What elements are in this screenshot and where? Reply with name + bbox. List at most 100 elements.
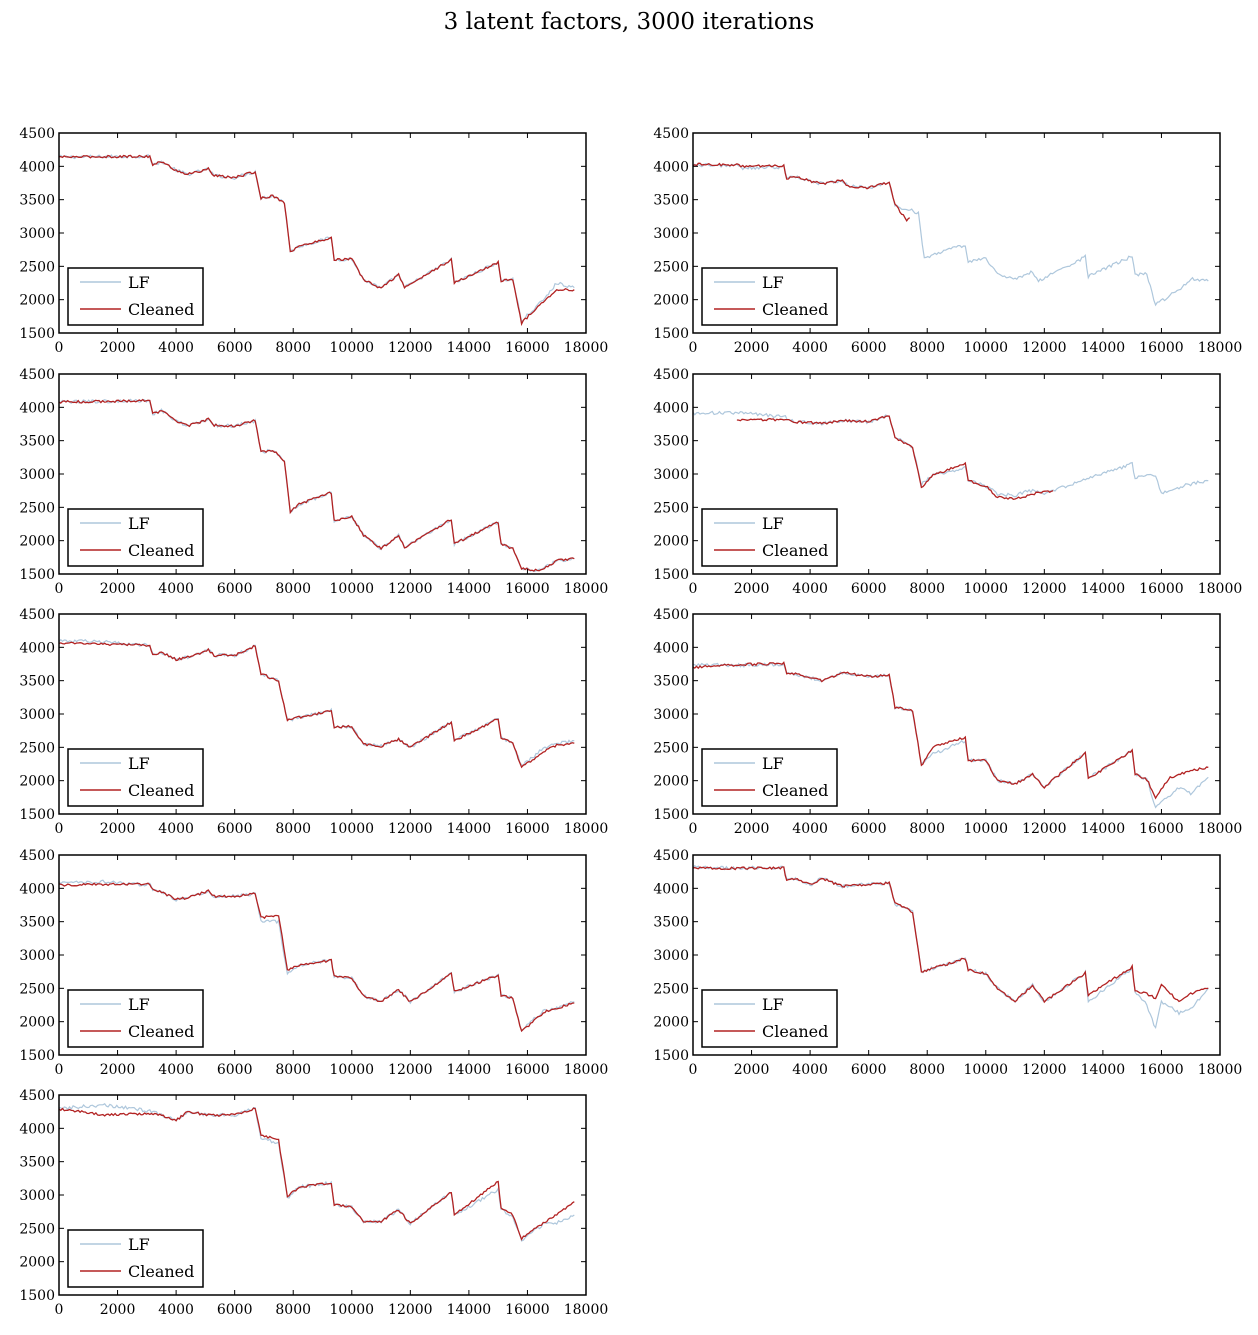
x-tick-label: 8000 <box>275 1302 311 1318</box>
legend-box <box>67 989 204 1048</box>
x-tick-label: 6000 <box>217 340 253 356</box>
legend-label-lf: LF <box>762 995 784 1014</box>
x-tick-label: 0 <box>55 1302 64 1318</box>
figure-title: 3 latent factors, 3000 iterations <box>443 9 815 35</box>
y-tick-label: 3000 <box>19 948 55 964</box>
legend: LF Cleaned <box>701 748 838 807</box>
subplot-4: 0 2000 4000 6000 8000 10000 12000 14000 16000 180… <box>653 367 1242 597</box>
y-tick-label: 3500 <box>19 193 55 209</box>
x-tick-label: 14000 <box>1081 581 1126 597</box>
x-tick-label: 16000 <box>1139 581 1184 597</box>
y-tick-label: 3000 <box>19 467 55 483</box>
subplot-3: 0 2000 4000 6000 8000 10000 12000 14000 16000 180… <box>19 367 608 597</box>
y-tick-label: 1500 <box>653 807 689 823</box>
x-tick-label: 4000 <box>158 1062 194 1078</box>
x-tick-label: 18000 <box>1198 581 1243 597</box>
y-tick-label: 2000 <box>653 534 689 550</box>
legend-label-cleaned: Cleaned <box>128 1262 194 1281</box>
y-tick-label: 4500 <box>653 126 689 142</box>
x-tick-label: 14000 <box>447 340 492 356</box>
legend-box <box>701 989 838 1048</box>
x-tick-label: 14000 <box>1081 1062 1126 1078</box>
x-tick-label: 2000 <box>100 821 136 837</box>
x-tick-label: 18000 <box>564 821 609 837</box>
legend-label-lf: LF <box>128 1235 150 1254</box>
y-tick-label: 3500 <box>653 193 689 209</box>
subplot-6: 0 2000 4000 6000 8000 10000 12000 14000 16000 180… <box>653 607 1242 837</box>
x-tick-label: 0 <box>55 340 64 356</box>
subplot-9: 0 2000 4000 6000 8000 10000 12000 14000 16000 180… <box>19 1088 608 1318</box>
y-tick-label: 4000 <box>19 640 55 656</box>
legend-box <box>67 508 204 567</box>
x-tick-label: 6000 <box>851 1062 887 1078</box>
y-tick-label: 2500 <box>653 259 689 275</box>
x-tick-label: 16000 <box>505 1062 550 1078</box>
x-tick-label: 16000 <box>1139 1062 1184 1078</box>
legend: LF Cleaned <box>701 267 838 326</box>
x-tick-label: 6000 <box>217 821 253 837</box>
legend: LF Cleaned <box>701 989 838 1048</box>
legend: LF Cleaned <box>67 989 204 1048</box>
y-tick-label: 3000 <box>653 226 689 242</box>
x-tick-label: 8000 <box>909 581 945 597</box>
y-tick-label: 4500 <box>653 367 689 383</box>
x-tick-label: 10000 <box>964 1062 1009 1078</box>
x-tick-label: 4000 <box>158 1302 194 1318</box>
x-tick-label: 8000 <box>275 581 311 597</box>
legend-label-lf: LF <box>762 514 784 533</box>
x-tick-label: 12000 <box>1022 1062 1067 1078</box>
series-line-cleaned <box>59 154 575 327</box>
legend: LF Cleaned <box>67 508 204 567</box>
subplot-2: 0 2000 4000 6000 8000 10000 12000 14000 16000 180… <box>653 126 1242 356</box>
x-tick-label: 18000 <box>1198 340 1243 356</box>
legend-label-lf: LF <box>762 273 784 292</box>
y-tick-label: 2000 <box>653 1015 689 1031</box>
legend-box <box>701 267 838 326</box>
x-tick-label: 16000 <box>505 1302 550 1318</box>
x-tick-label: 16000 <box>505 340 550 356</box>
x-tick-label: 14000 <box>1081 821 1126 837</box>
series-line-lf <box>693 410 1209 498</box>
y-tick-label: 2500 <box>19 500 55 516</box>
x-tick-label: 4000 <box>158 821 194 837</box>
y-tick-label: 2500 <box>653 981 689 997</box>
y-tick-label: 3000 <box>653 948 689 964</box>
subplot-7: 0 2000 4000 6000 8000 10000 12000 14000 16000 180… <box>19 848 608 1078</box>
x-tick-label: 12000 <box>1022 821 1067 837</box>
x-tick-label: 12000 <box>388 340 433 356</box>
y-tick-label: 4500 <box>19 1088 55 1104</box>
legend: LF Cleaned <box>701 508 838 567</box>
legend-label-cleaned: Cleaned <box>128 1022 194 1041</box>
x-tick-label: 12000 <box>388 1302 433 1318</box>
x-tick-label: 12000 <box>388 1062 433 1078</box>
x-tick-label: 10000 <box>330 1302 375 1318</box>
y-tick-label: 4500 <box>19 848 55 864</box>
subplot-8: 0 2000 4000 6000 8000 10000 12000 14000 16000 180… <box>653 848 1242 1078</box>
y-tick-label: 4000 <box>653 640 689 656</box>
x-tick-label: 14000 <box>447 821 492 837</box>
series-line-cleaned <box>693 661 1209 800</box>
x-tick-label: 6000 <box>217 1302 253 1318</box>
x-tick-label: 0 <box>55 581 64 597</box>
legend-box <box>67 748 204 807</box>
legend-label-cleaned: Cleaned <box>762 781 828 800</box>
x-tick-label: 16000 <box>505 581 550 597</box>
x-tick-label: 6000 <box>217 581 253 597</box>
x-tick-label: 8000 <box>275 821 311 837</box>
x-tick-label: 12000 <box>1022 581 1067 597</box>
y-tick-label: 2000 <box>653 774 689 790</box>
x-tick-label: 10000 <box>330 581 375 597</box>
y-tick-label: 2000 <box>19 1255 55 1271</box>
x-tick-label: 4000 <box>158 581 194 597</box>
legend-box <box>701 748 838 807</box>
y-tick-label: 3000 <box>653 467 689 483</box>
y-tick-label: 3500 <box>653 434 689 450</box>
subplot-1: 0 2000 4000 6000 8000 10000 12000 14000 16000 180… <box>19 126 608 356</box>
series-line-cleaned <box>693 866 1209 1004</box>
x-tick-label: 10000 <box>330 821 375 837</box>
y-tick-label: 3000 <box>19 707 55 723</box>
x-tick-label: 16000 <box>1139 340 1184 356</box>
x-tick-label: 14000 <box>447 581 492 597</box>
x-tick-label: 2000 <box>734 340 770 356</box>
x-tick-label: 2000 <box>734 581 770 597</box>
